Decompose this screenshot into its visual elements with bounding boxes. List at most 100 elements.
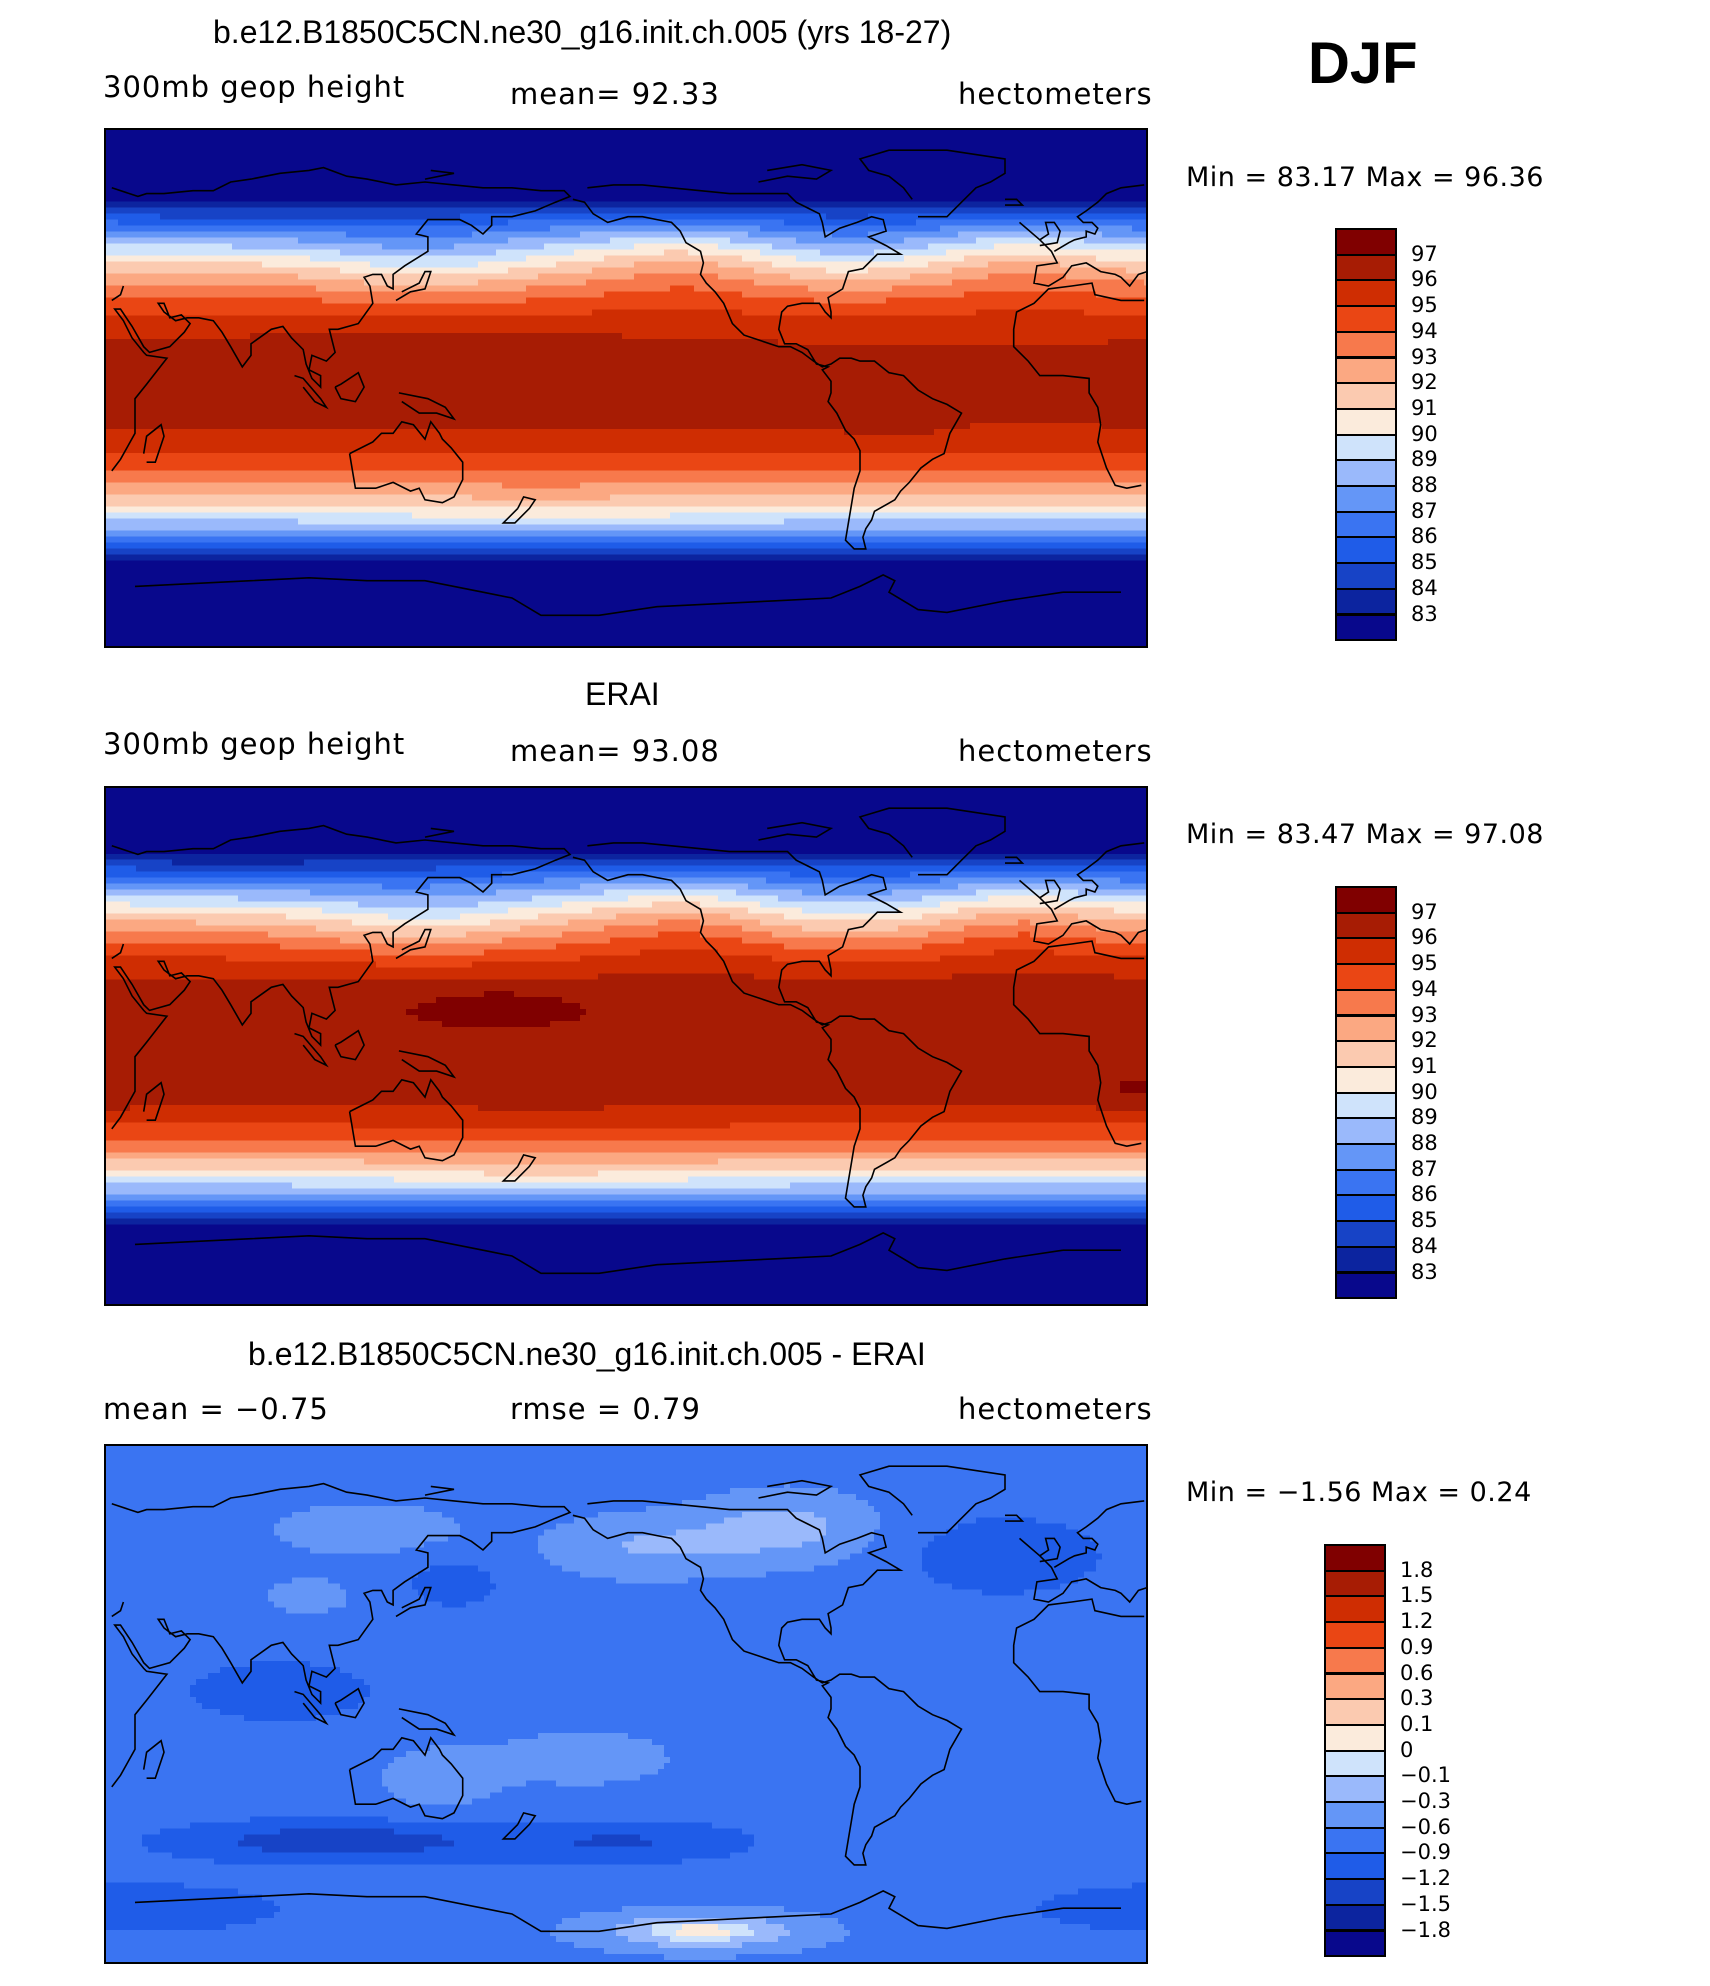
colorbar-swatch [1335,228,1397,256]
colorbar-swatch [1335,1014,1397,1043]
colorbar-tick-label: 0.9 [1400,1635,1433,1659]
colorbar-tick-label: 96 [1411,925,1438,949]
colorbar-tick-label: −0.1 [1400,1763,1451,1787]
colorbar-swatch [1335,1194,1397,1223]
colorbar-tick-label: −0.6 [1400,1815,1451,1839]
colorbar-swatch [1324,1929,1386,1958]
colorbar-tick-label: 97 [1411,242,1438,266]
colorbar-tick-label: 93 [1411,1003,1438,1027]
colorbar-tick-label: 90 [1411,422,1438,446]
colorbar-tick-label: 84 [1411,1234,1438,1258]
colorbar-tick-label: 97 [1411,900,1438,924]
colorbar-tick-label: −1.8 [1400,1918,1451,1942]
coastlines [111,149,1146,617]
colorbar-tick-label: 89 [1411,1105,1438,1129]
colorbar-swatch [1335,613,1397,642]
colorbar-tick-label: 87 [1411,1157,1438,1181]
coastlines [111,1465,1146,1933]
contour-map-difference [104,1444,1148,1964]
colorbar-swatch [1324,1621,1386,1649]
colorbar-tick-label: 83 [1411,602,1438,626]
colorbar-tick-label: 87 [1411,499,1438,523]
colorbar-swatch [1335,911,1397,940]
mean-label: mean= 92.33 [510,77,720,111]
colorbar-swatch [1335,510,1397,539]
colorbar-swatch [1335,1245,1397,1274]
colorbar-tick-label: 0.3 [1400,1686,1433,1710]
colorbar-swatch [1335,279,1397,308]
colorbar-swatch [1324,1852,1386,1881]
coastlines [111,807,1146,1275]
colorbar-swatch [1335,536,1397,565]
contour-map-model [104,128,1148,648]
colorbar-tick-label: 94 [1411,977,1438,1001]
rmse-label: rmse = 0.79 [510,1392,701,1426]
colorbar-swatch [1324,1544,1386,1572]
colorbar-swatch [1335,1220,1397,1248]
colorbar-tick-label: 83 [1411,1260,1438,1284]
variable-label: 300mb geop height [103,70,405,104]
colorbar-swatch [1324,1903,1386,1932]
colorbar-tick-label: 88 [1411,473,1438,497]
colorbar-swatch [1335,963,1397,991]
colorbar-tick-label: 89 [1411,447,1438,471]
colorbar-tick-label: 91 [1411,396,1438,420]
colorbar-swatch [1324,1595,1386,1624]
colorbar-tick-label: 88 [1411,1131,1438,1155]
colorbar-swatch [1324,1801,1386,1829]
colorbar-swatch [1335,407,1397,436]
colorbar-swatch [1335,485,1397,513]
colorbar-tick-label: 84 [1411,576,1438,600]
mean-label: mean= 93.08 [510,734,720,768]
colorbar-tick-label: 1.2 [1400,1609,1433,1633]
colorbar-tick-label: 86 [1411,1182,1438,1206]
units-label: hectometers [958,1392,1153,1426]
colorbar-tick-label: 95 [1411,293,1438,317]
min-max-label: Min = −1.56 Max = 0.24 [1186,1477,1532,1508]
colorbar-tick-label: −1.2 [1400,1866,1451,1890]
colorbar-swatch [1324,1749,1386,1778]
colorbar-swatch [1324,1775,1386,1803]
colorbar-swatch [1335,1040,1397,1068]
colorbar-tick-label: 95 [1411,951,1438,975]
colorbar-tick-label: 91 [1411,1054,1438,1078]
colorbar-tick-label: 86 [1411,524,1438,548]
colorbar-swatch [1335,356,1397,385]
colorbar-tick-label: 0.1 [1400,1712,1433,1736]
colorbar-swatch [1335,1117,1397,1145]
colorbar-tick-label: 92 [1411,1028,1438,1052]
units-label: hectometers [958,734,1153,768]
colorbar-swatch [1335,1065,1397,1094]
min-max-label: Min = 83.47 Max = 97.08 [1186,819,1544,850]
colorbar-tick-label: 94 [1411,319,1438,343]
colorbar-tick-label: 1.5 [1400,1583,1433,1607]
colorbar-swatch [1324,1672,1386,1701]
colorbar-swatch [1324,1723,1386,1752]
mean-label: mean = −0.75 [103,1392,329,1426]
colorbar-tick-label: 0.6 [1400,1661,1433,1685]
colorbar-swatch [1335,1143,1397,1171]
colorbar-swatch [1335,459,1397,487]
colorbar-tick-label: 92 [1411,370,1438,394]
colorbar-swatch [1324,1569,1386,1598]
season-label: DJF [1308,30,1418,97]
colorbar-swatch [1335,305,1397,333]
colorbar-tick-label: −1.5 [1400,1892,1451,1916]
units-label: hectometers [958,77,1153,111]
panel-title: b.e12.B1850C5CN.ne30_g16.init.ch.005 (yr… [213,14,951,51]
colorbar-tick-label: −0.3 [1400,1789,1451,1813]
colorbar-swatch [1324,1646,1386,1675]
colorbar-swatch [1335,1271,1397,1300]
colorbar-tick-label: −0.9 [1400,1840,1451,1864]
colorbar-swatch [1335,1168,1397,1197]
colorbar-tick-label: 96 [1411,267,1438,291]
colorbar-tick-label: 93 [1411,345,1438,369]
colorbar-swatch [1335,433,1397,462]
colorbar-tick-label: 90 [1411,1080,1438,1104]
colorbar-swatch [1335,937,1397,966]
colorbar-swatch [1335,330,1397,359]
panel-title: b.e12.B1850C5CN.ne30_g16.init.ch.005 - E… [248,1336,926,1373]
colorbar-swatch [1324,1698,1386,1726]
colorbar-swatch [1324,1878,1386,1906]
colorbar-swatch [1335,562,1397,590]
